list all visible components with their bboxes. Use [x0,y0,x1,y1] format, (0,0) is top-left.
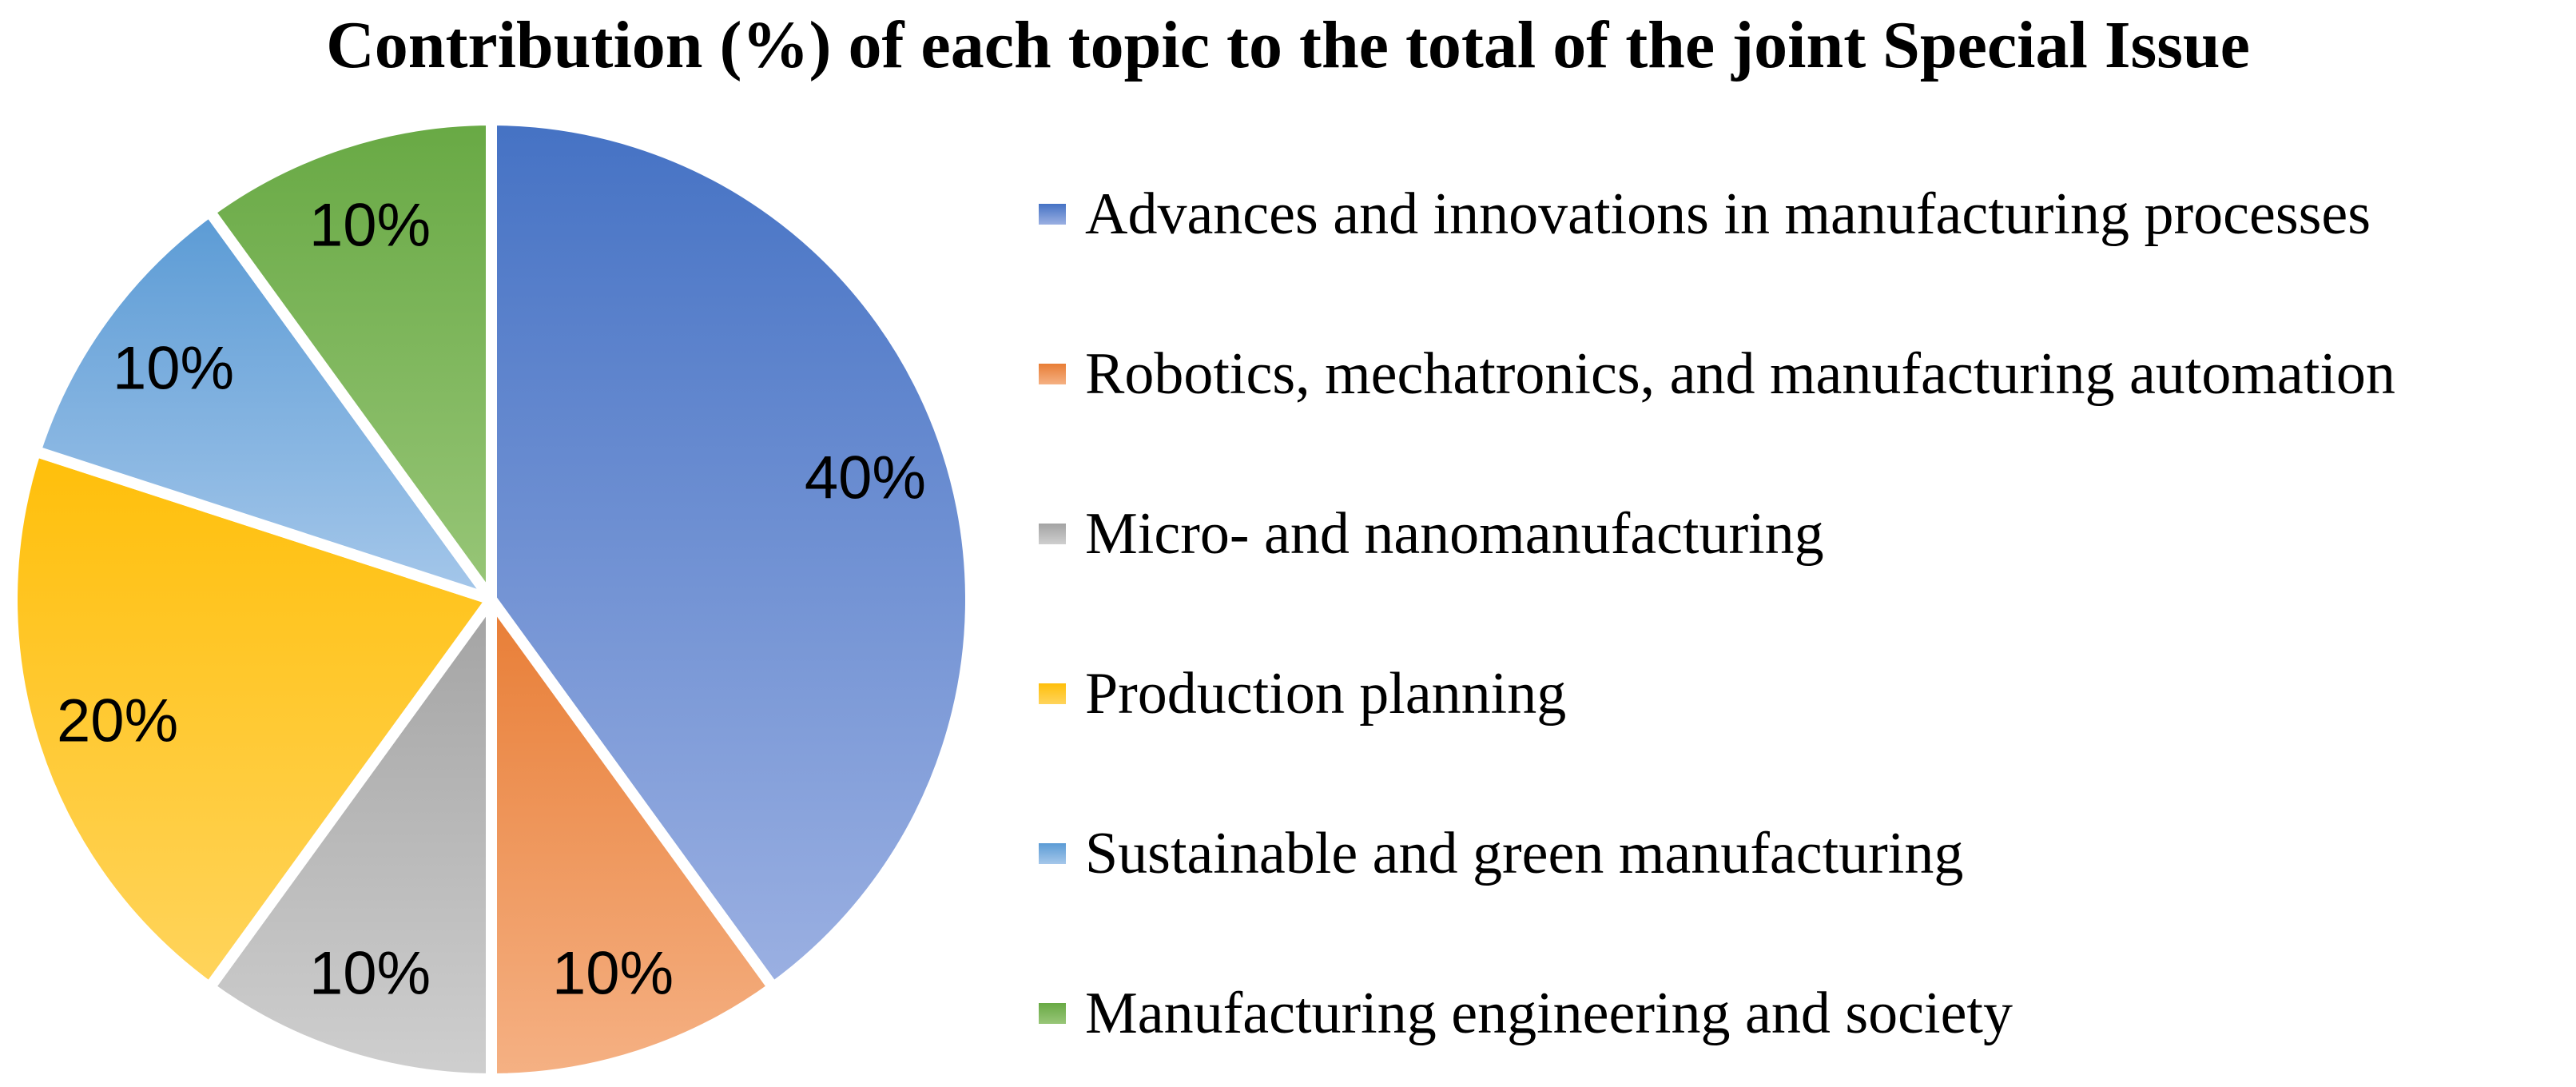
pie-slice [204,594,497,1085]
pie-slice [30,205,497,605]
pie-chart: 40% 10% 10% 20% 10% 10% [0,0,983,1087]
legend-item: Robotics, mechatronics, and manufacturin… [1039,294,2395,454]
legend-color-marker-icon [1039,683,1066,704]
legend-item-label: Robotics, mechatronics, and manufacturin… [1085,341,2395,407]
slice-percentage-label: 20% [57,687,178,755]
pie-slice [486,114,976,993]
legend-item-label: Advances and innovations in manufacturin… [1085,181,2371,247]
slice-percentage-label: 10% [309,939,431,1007]
pie-slice [204,114,497,605]
chart-title: Contribution (%) of each topic to the to… [326,8,2250,82]
legend-color-marker-icon [1039,204,1066,225]
slice-percentage-label: 40% [805,444,926,512]
slice-percentage-label: 10% [552,939,674,1007]
legend-item: Micro- and nanomanufacturing [1039,454,2395,614]
legend-item: Production planning [1039,614,2395,774]
legend-item-label: Micro- and nanomanufacturing [1085,501,1824,567]
legend-item-label: Production planning [1085,661,1567,727]
legend-color-marker-icon [1039,1003,1066,1024]
pie-slice [486,594,779,1085]
slice-percentage-label: 10% [113,334,234,402]
legend-color-marker-icon [1039,524,1066,544]
pie-chart-svg: 40% 10% 10% 20% 10% 10% [6,114,976,1085]
legend-color-marker-icon [1039,364,1066,384]
legend-item: Sustainable and green manufacturing [1039,774,2395,934]
legend: Advances and innovations in manufacturin… [1039,134,2395,1087]
pie-slice [6,445,497,993]
slice-percentage-label: 10% [309,192,431,260]
legend-item: Manufacturing engineering and society [1039,934,2395,1087]
legend-item-label: Sustainable and green manufacturing [1085,821,1964,886]
legend-color-marker-icon [1039,843,1066,864]
legend-item: Advances and innovations in manufacturin… [1039,134,2395,294]
legend-item-label: Manufacturing engineering and society [1085,981,2013,1046]
